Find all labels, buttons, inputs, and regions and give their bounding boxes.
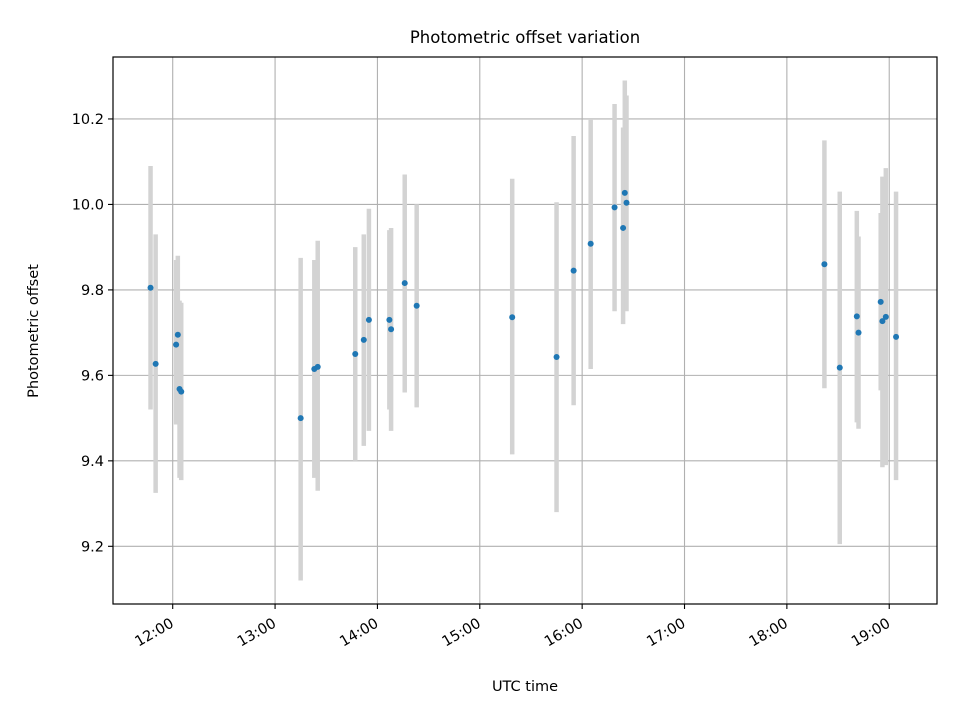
data-point	[621, 189, 628, 196]
data-point	[509, 314, 516, 321]
x-tick-label: 19:00	[849, 616, 893, 651]
data-point	[587, 240, 594, 247]
data-point	[836, 364, 843, 371]
error-bars	[148, 80, 899, 581]
x-tick-label: 15:00	[440, 616, 484, 651]
y-tick-label: 9.6	[81, 368, 104, 384]
data-point	[893, 333, 900, 340]
data-point	[178, 388, 185, 395]
y-tick-label: 10.2	[72, 112, 104, 128]
data-point	[386, 316, 393, 323]
data-point	[314, 363, 321, 370]
data-point	[611, 204, 618, 211]
y-tick-label: 9.4	[81, 454, 104, 470]
data-point	[388, 326, 395, 333]
data-point	[297, 415, 304, 422]
data-points	[147, 189, 900, 422]
y-tick-label: 9.8	[81, 283, 104, 299]
data-point	[570, 267, 577, 274]
data-point	[877, 298, 884, 305]
data-point	[413, 302, 420, 309]
data-point	[855, 329, 862, 336]
data-point	[352, 351, 359, 358]
x-tick-label: 13:00	[235, 616, 279, 651]
data-point	[173, 341, 180, 348]
data-point	[401, 280, 408, 287]
data-point	[623, 199, 630, 206]
y-axis-label: Photometric offset	[26, 264, 42, 398]
data-point	[853, 313, 860, 320]
x-tick-label: 12:00	[133, 616, 177, 651]
plot-frame	[112, 56, 938, 605]
x-tick-label: 18:00	[747, 616, 791, 651]
data-point	[174, 331, 181, 338]
y-axis-ticks: 9.2 9.4 9.6 9.8 10.0 10.2	[72, 112, 113, 555]
y-tick-label: 9.2	[81, 539, 104, 555]
data-point	[152, 360, 159, 367]
data-point	[882, 313, 889, 320]
data-point	[821, 261, 828, 268]
x-tick-label: 14:00	[337, 616, 381, 651]
data-point	[365, 316, 372, 323]
data-point	[553, 353, 560, 360]
chart-title: Photometric offset variation	[410, 28, 640, 47]
grid-lines	[113, 57, 937, 604]
x-axis-label: UTC time	[492, 679, 558, 695]
x-axis-ticks: 12:00 13:00 14:00 15:00 16:00 17:00 18:00 19:00	[133, 604, 893, 651]
x-tick-label: 17:00	[644, 616, 688, 651]
data-point	[620, 224, 627, 231]
y-tick-label: 10.0	[72, 197, 104, 213]
data-point	[360, 336, 367, 343]
data-point	[879, 318, 886, 325]
x-tick-label: 16:00	[542, 616, 586, 651]
data-point	[147, 284, 154, 291]
